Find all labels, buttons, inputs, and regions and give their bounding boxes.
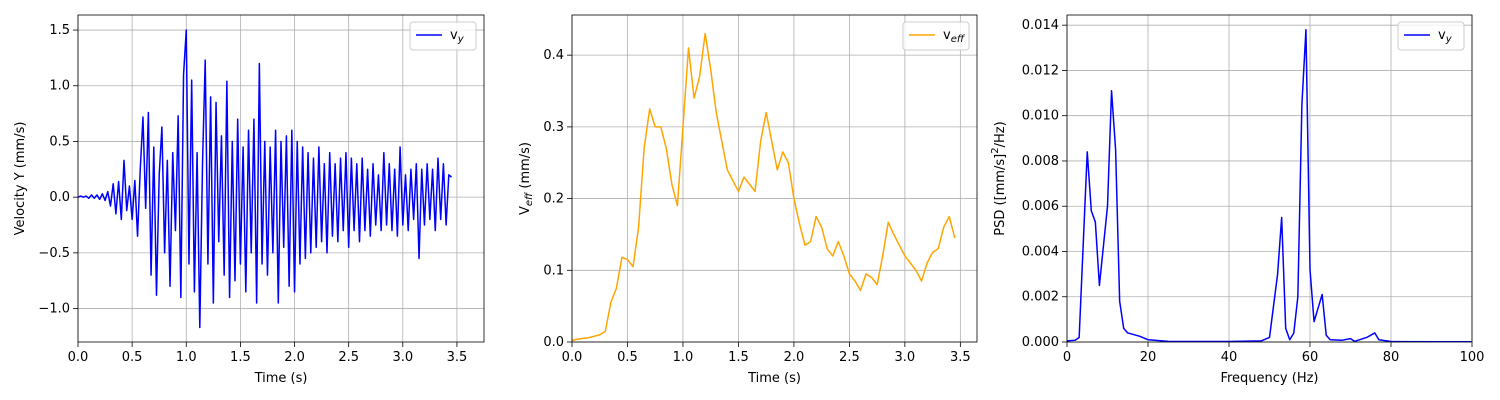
y-tick-label: 1.5 [49,23,70,38]
x-tick-label: 20 [1140,350,1157,365]
x-axis-label: Time (s) [747,371,801,386]
x-tick-label: 0 [1063,350,1071,365]
y-tick-label: 0.014 [1022,18,1059,33]
x-tick-label: 0.5 [122,350,143,365]
y-tick-label: 0.012 [1022,63,1059,78]
y-tick-label: −1.0 [38,301,70,316]
y-tick-label: 0.004 [1022,244,1059,259]
x-tick-label: 1.0 [673,350,694,365]
x-tick-label: 2.5 [338,350,359,365]
y-tick-label: −0.5 [38,245,70,260]
axes-frame [77,14,485,343]
legend-box [409,21,477,51]
x-tick-label: 80 [1383,350,1400,365]
y-tick-label: 0.1 [543,263,564,278]
y-tick-label: 0.002 [1022,289,1059,304]
x-tick-label: 3.5 [447,350,468,365]
x-axis-label: Time (s) [254,371,308,386]
x-tick-label: 3.0 [392,350,413,365]
legend-label: veff [943,28,966,46]
legend-label: vy [450,28,465,46]
y-tick-label: 0.006 [1022,199,1059,214]
legend-box [1397,21,1465,51]
data-line [572,32,956,342]
y-tick-label: 0.0 [49,190,70,205]
x-tick-label: 2.5 [839,350,860,365]
x-tick-label: 3.5 [950,350,971,365]
x-tick-label: 100 [1460,350,1485,365]
x-tick-label: 2.0 [284,350,305,365]
x-tick-label: 2.0 [784,350,805,365]
x-tick-label: 0.0 [68,350,89,365]
y-axis-label: Veff (mm/s) [518,142,536,215]
legend-label: vy [1438,28,1453,46]
x-tick-label: 0.5 [617,350,638,365]
y-tick-label: 0.010 [1022,108,1059,123]
x-tick-label: 1.5 [230,350,251,365]
x-tick-label: 0.0 [562,350,583,365]
data-line [1067,28,1472,342]
x-tick-label: 1.0 [176,350,197,365]
y-axis-label: Velocity Y (mm/s) [13,122,28,236]
axes-frame [571,14,978,343]
x-tick-label: 40 [1221,350,1238,365]
y-tick-label: 0.2 [543,191,564,206]
y-tick-label: 0.000 [1022,335,1059,350]
y-tick-label: 0.4 [543,48,564,63]
y-tick-label: 1.0 [49,78,70,93]
y-tick-label: 0.5 [49,134,70,149]
legend-box [902,21,970,51]
x-tick-label: 3.0 [895,350,916,365]
x-tick-label: 60 [1302,350,1319,365]
axes-frame [1066,14,1473,343]
data-line [78,29,452,329]
y-tick-label: 0.3 [543,119,564,134]
y-tick-label: 0.0 [543,335,564,350]
x-tick-label: 1.5 [728,350,749,365]
y-tick-label: 0.008 [1022,153,1059,168]
x-axis-label: Frequency (Hz) [1220,371,1318,386]
y-axis-label: PSD ([mm/s]2/Hz) [990,121,1008,235]
